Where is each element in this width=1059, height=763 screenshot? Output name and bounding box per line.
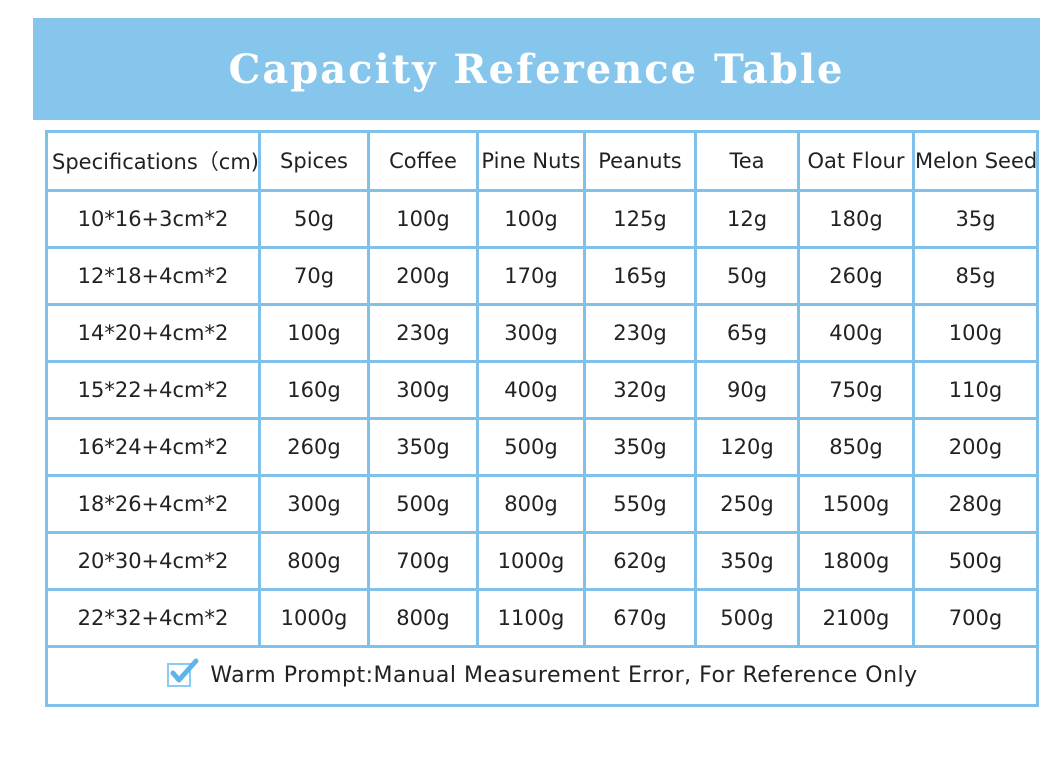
capacity-cell: 1000g [258, 588, 370, 648]
capacity-cell: 120g [694, 417, 800, 477]
footer-note: Warm Prompt:Manual Measurement Error, Fo… [45, 645, 1039, 707]
capacity-cell: 300g [367, 360, 479, 420]
capacity-cell: 200g [912, 417, 1039, 477]
title-banner: Capacity Reference Table [33, 18, 1040, 120]
capacity-cell: 160g [258, 360, 370, 420]
spec-cell: 14*20+4cm*2 [45, 303, 261, 363]
capacity-cell: 500g [367, 474, 479, 534]
capacity-cell: 170g [476, 246, 586, 306]
capacity-cell: 110g [912, 360, 1039, 420]
capacity-cell: 800g [258, 531, 370, 591]
capacity-cell: 35g [912, 189, 1039, 249]
capacity-cell: 800g [367, 588, 479, 648]
capacity-cell: 1800g [797, 531, 915, 591]
column-header: Spices [258, 130, 370, 192]
capacity-cell: 125g [583, 189, 697, 249]
capacity-cell: 90g [694, 360, 800, 420]
capacity-cell: 500g [694, 588, 800, 648]
capacity-cell: 500g [476, 417, 586, 477]
capacity-cell: 50g [258, 189, 370, 249]
capacity-cell: 500g [912, 531, 1039, 591]
column-header: Coffee [367, 130, 479, 192]
capacity-cell: 12g [694, 189, 800, 249]
capacity-cell: 350g [367, 417, 479, 477]
table-row: 12*18+4cm*2 70g 200g 170g 165g 50g 260g 85g [45, 246, 1039, 306]
table-row: 22*32+4cm*2 1000g 800g 1100g 670g 500g 2100g 70… [45, 588, 1039, 648]
spec-cell: 12*18+4cm*2 [45, 246, 261, 306]
capacity-cell: 550g [583, 474, 697, 534]
footer-text: Warm Prompt:Manual Measurement Error, Fo… [210, 663, 918, 688]
capacity-cell: 100g [258, 303, 370, 363]
capacity-cell: 700g [367, 531, 479, 591]
capacity-cell: 100g [476, 189, 586, 249]
capacity-cell: 300g [258, 474, 370, 534]
capacity-cell: 620g [583, 531, 697, 591]
capacity-cell: 260g [797, 246, 915, 306]
spec-cell: 15*22+4cm*2 [45, 360, 261, 420]
spec-cell: 16*24+4cm*2 [45, 417, 261, 477]
table-row: 10*16+3cm*2 50g 100g 100g 125g 12g 180g 35g [45, 189, 1039, 249]
capacity-cell: 320g [583, 360, 697, 420]
spec-cell: 18*26+4cm*2 [45, 474, 261, 534]
capacity-cell: 850g [797, 417, 915, 477]
capacity-cell: 230g [367, 303, 479, 363]
capacity-cell: 65g [694, 303, 800, 363]
capacity-cell: 200g [367, 246, 479, 306]
spec-cell: 22*32+4cm*2 [45, 588, 261, 648]
capacity-cell: 100g [912, 303, 1039, 363]
capacity-table: Specifications（cm) Spices Coffee Pine Nuts P… [45, 130, 1039, 707]
table-row: 18*26+4cm*2 300g 500g 800g 550g 250g 1500g 280g [45, 474, 1039, 534]
capacity-cell: 50g [694, 246, 800, 306]
capacity-cell: 700g [912, 588, 1039, 648]
capacity-cell: 250g [694, 474, 800, 534]
checkbox-checked-icon [166, 658, 200, 694]
capacity-cell: 1100g [476, 588, 586, 648]
footer-row: Warm Prompt:Manual Measurement Error, Fo… [45, 645, 1039, 707]
table-row: 16*24+4cm*2 260g 350g 500g 350g 120g 850g 200g [45, 417, 1039, 477]
spec-cell: 20*30+4cm*2 [45, 531, 261, 591]
spec-cell: 10*16+3cm*2 [45, 189, 261, 249]
column-header: Pine Nuts [476, 130, 586, 192]
capacity-cell: 100g [367, 189, 479, 249]
capacity-cell: 85g [912, 246, 1039, 306]
column-header: Tea [694, 130, 800, 192]
capacity-cell: 180g [797, 189, 915, 249]
capacity-cell: 350g [583, 417, 697, 477]
capacity-cell: 400g [797, 303, 915, 363]
column-header: Peanuts [583, 130, 697, 192]
table-row: 20*30+4cm*2 800g 700g 1000g 620g 350g 1800g 500… [45, 531, 1039, 591]
table-row: 15*22+4cm*2 160g 300g 400g 320g 90g 750g 110g [45, 360, 1039, 420]
capacity-cell: 750g [797, 360, 915, 420]
capacity-cell: 300g [476, 303, 586, 363]
capacity-cell: 70g [258, 246, 370, 306]
capacity-cell: 260g [258, 417, 370, 477]
capacity-cell: 2100g [797, 588, 915, 648]
capacity-cell: 800g [476, 474, 586, 534]
capacity-cell: 400g [476, 360, 586, 420]
table-row: 14*20+4cm*2 100g 230g 300g 230g 65g 400g 100g [45, 303, 1039, 363]
capacity-cell: 1000g [476, 531, 586, 591]
capacity-cell: 280g [912, 474, 1039, 534]
column-header: Melon Seed [912, 130, 1039, 192]
page-title: Capacity Reference Table [228, 45, 845, 93]
column-header: Oat Flour [797, 130, 915, 192]
capacity-cell: 1500g [797, 474, 915, 534]
capacity-cell: 230g [583, 303, 697, 363]
header-row: Specifications（cm) Spices Coffee Pine Nuts P… [45, 130, 1039, 192]
capacity-cell: 165g [583, 246, 697, 306]
column-header: Specifications（cm) [45, 130, 261, 192]
capacity-cell: 350g [694, 531, 800, 591]
capacity-cell: 670g [583, 588, 697, 648]
